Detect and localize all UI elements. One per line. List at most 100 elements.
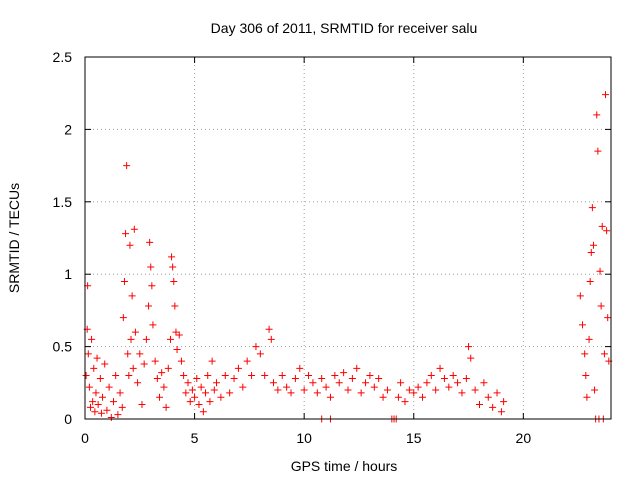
data-point <box>287 389 295 397</box>
data-point <box>579 321 587 329</box>
data-point <box>91 408 99 416</box>
data-point <box>603 227 611 235</box>
data-point <box>84 350 92 358</box>
data-point <box>85 383 93 391</box>
data-point <box>410 389 418 397</box>
data-point <box>118 403 126 411</box>
y-tick-label: 1.5 <box>53 194 73 210</box>
data-point <box>587 248 595 256</box>
data-point <box>445 383 453 391</box>
data-point <box>188 386 196 394</box>
axis-tick-labels: 0 5 10 15 20 0 0.5 1 1.5 2 2.5 <box>53 49 532 446</box>
data-point <box>348 374 356 382</box>
data-point <box>594 147 602 155</box>
x-tick-label: 20 <box>516 430 532 446</box>
data-point <box>129 364 137 372</box>
y-tick-label: 2 <box>64 121 72 137</box>
data-point <box>454 379 462 387</box>
data-point <box>489 403 497 411</box>
data-point <box>204 372 212 380</box>
data-point <box>493 389 501 397</box>
data-point <box>230 374 238 382</box>
data-point <box>593 111 601 119</box>
data-point <box>602 91 610 99</box>
y-tick-label: 0 <box>64 411 72 427</box>
data-point <box>213 379 220 387</box>
data-point <box>423 379 431 387</box>
data-point <box>300 386 308 394</box>
data-point <box>269 379 277 387</box>
data-point <box>591 386 599 394</box>
data-point <box>180 372 188 380</box>
data-point <box>467 354 475 362</box>
data-point <box>93 354 101 362</box>
data-point <box>583 393 591 401</box>
grid-lines <box>85 57 611 419</box>
data-point <box>397 379 405 387</box>
data-point <box>171 302 179 310</box>
data-point <box>112 372 120 380</box>
data-point <box>326 393 334 401</box>
data-point <box>128 292 136 300</box>
data-point <box>471 386 479 394</box>
data-point <box>252 343 260 351</box>
data-point <box>134 379 142 387</box>
data-point <box>177 357 185 365</box>
data-point <box>353 364 361 372</box>
data-point <box>366 372 374 380</box>
data-point <box>92 389 100 397</box>
x-axis-label: GPS time / hours <box>291 458 398 474</box>
data-point <box>197 383 205 391</box>
data-point <box>283 383 291 391</box>
data-point <box>166 335 174 343</box>
data-point <box>414 383 422 391</box>
data-point <box>394 393 402 401</box>
data-point <box>136 350 144 358</box>
data-point <box>596 267 604 275</box>
data-point <box>208 357 216 365</box>
data-point <box>318 374 326 382</box>
data-point <box>576 292 584 300</box>
data-point <box>82 372 90 380</box>
x-tick-label: 10 <box>296 430 312 446</box>
data-point <box>182 389 190 397</box>
data-point <box>146 238 154 246</box>
data-point <box>581 350 589 358</box>
data-point <box>267 335 275 343</box>
data-point <box>265 325 273 333</box>
data-point <box>600 350 608 358</box>
data-point <box>195 401 203 409</box>
data-point <box>202 389 210 397</box>
data-point <box>449 372 457 380</box>
data-point <box>432 386 440 394</box>
data-point <box>160 383 168 391</box>
data-point <box>193 374 201 382</box>
data-point <box>158 369 166 377</box>
data-point <box>221 372 229 380</box>
data-point <box>114 411 122 419</box>
data-point <box>148 282 156 290</box>
data-point <box>309 379 317 387</box>
data-point <box>186 398 194 406</box>
chart-title: Day 306 of 2011, SRMTID for receiver sal… <box>211 20 478 36</box>
data-point <box>103 406 111 414</box>
data-point <box>357 389 365 397</box>
data-point <box>589 241 597 249</box>
data-point <box>370 383 378 391</box>
data-point <box>476 401 483 409</box>
data-point <box>419 393 427 401</box>
data-point <box>344 386 352 394</box>
y-tick-label: 1 <box>64 266 72 282</box>
data-point <box>127 335 135 343</box>
data-point <box>234 364 242 372</box>
data-point <box>125 372 133 380</box>
data-point <box>458 389 466 397</box>
data-point <box>248 372 256 380</box>
data-point <box>199 408 207 416</box>
data-point <box>169 263 177 271</box>
data-point <box>156 393 164 401</box>
data-point <box>105 383 113 391</box>
data-point <box>210 386 218 394</box>
